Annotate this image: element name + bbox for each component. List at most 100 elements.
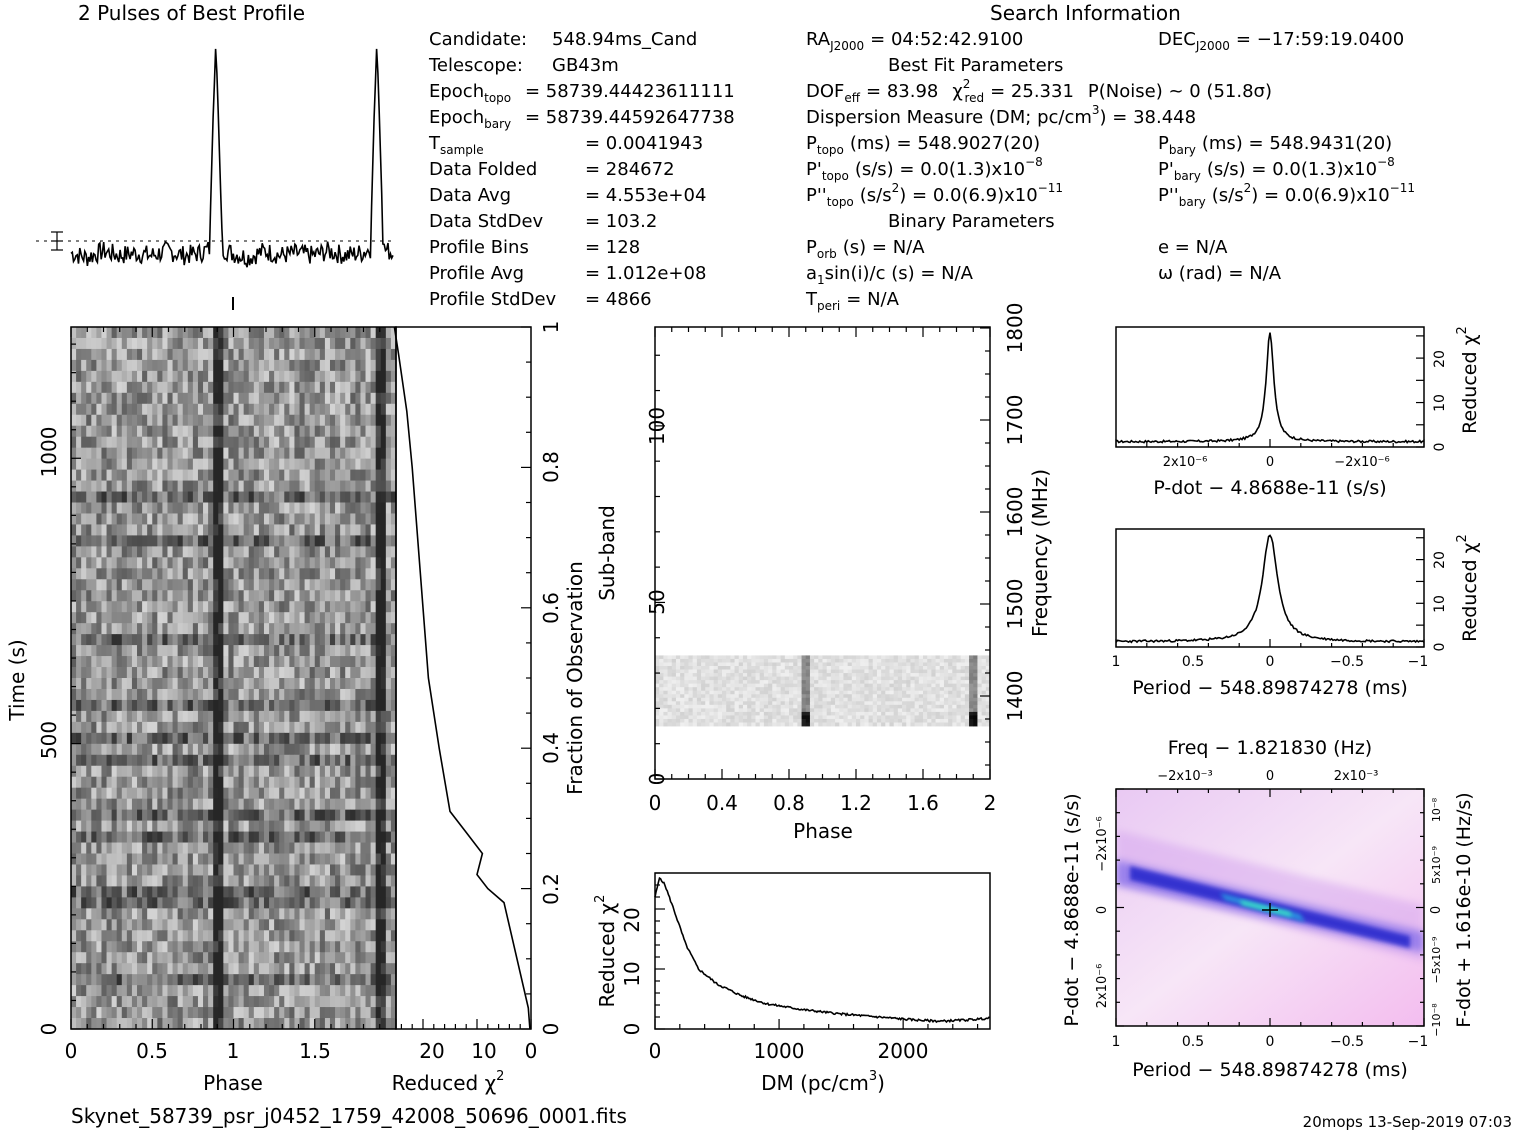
tp-cell <box>233 831 239 843</box>
sb-cell <box>956 658 962 663</box>
tp-cell <box>370 568 377 580</box>
sb-cell <box>768 669 773 674</box>
tp-cell <box>187 809 194 821</box>
tp-cell <box>258 447 265 460</box>
tp-cell <box>81 699 87 712</box>
tp-cell <box>289 327 295 339</box>
tp-cell <box>147 886 153 898</box>
sb-cell <box>688 669 694 674</box>
tp-cell <box>243 688 250 701</box>
tp-cell <box>324 601 331 613</box>
tp-cell <box>304 732 311 745</box>
tp-cell <box>81 732 87 745</box>
tp-cell <box>289 678 295 690</box>
tp-cell <box>131 842 138 854</box>
tp-cell <box>233 787 239 800</box>
tp-cell <box>116 1007 123 1019</box>
tp-cell <box>121 886 128 898</box>
tp-cell <box>309 513 316 525</box>
tp-cell <box>106 1007 113 1019</box>
tp-cell <box>177 579 184 591</box>
sb-cell <box>726 666 731 670</box>
tp-cell <box>238 656 245 668</box>
tp-cell <box>121 623 128 635</box>
tp-cell <box>96 656 102 668</box>
tp-cell <box>121 546 128 558</box>
sb-cell <box>768 655 773 660</box>
info-row: Profile Bins = 128 <box>429 237 640 258</box>
sb-cell <box>722 683 727 688</box>
tp-cell <box>137 480 143 492</box>
tp-cell <box>309 1007 316 1019</box>
tp-cell <box>192 337 199 350</box>
tp-cell <box>228 765 234 778</box>
tp-cell <box>380 425 387 438</box>
tp-cell <box>335 1018 341 1030</box>
sb-cell <box>969 676 974 681</box>
tp-cell <box>177 524 184 536</box>
tp-cell <box>162 754 168 767</box>
tp-cell <box>106 678 113 690</box>
tp-cell <box>147 721 153 734</box>
sb-cell <box>835 666 840 670</box>
tp-cell <box>96 579 102 591</box>
tp-cell <box>279 952 285 964</box>
tp-cell <box>197 623 204 635</box>
tp-cell <box>390 798 397 811</box>
tp-cell <box>319 864 326 876</box>
tp-cell <box>126 535 133 547</box>
tp-cell <box>121 337 128 350</box>
tp-cell <box>279 359 285 372</box>
sb-cell <box>776 673 782 677</box>
tp-cell <box>142 513 148 525</box>
tp-cell <box>177 601 184 613</box>
tp-cell <box>350 480 356 492</box>
tp-cell <box>263 820 270 832</box>
tp-cell <box>152 337 158 350</box>
tp-cell <box>81 985 87 997</box>
tp-cell <box>329 359 336 372</box>
tp-cell <box>228 1007 234 1019</box>
tp-cell <box>269 480 275 492</box>
tp-cell <box>71 1007 77 1019</box>
sb-cell <box>730 676 735 681</box>
tp-cell <box>233 590 239 602</box>
tp-cell <box>238 798 245 811</box>
tp-cell <box>147 732 153 745</box>
tp-cell <box>258 623 265 635</box>
tp-cell <box>192 732 199 745</box>
tp-cell <box>360 996 366 1008</box>
sb-cell <box>671 662 677 667</box>
tp-cell <box>106 403 113 416</box>
tp-cell <box>299 590 305 602</box>
sb-cell <box>969 680 974 685</box>
tp-cell <box>121 974 128 986</box>
tp-cell <box>365 842 372 854</box>
sb-cell <box>918 666 924 670</box>
sb-cell <box>688 683 694 688</box>
tp-cell <box>197 754 204 767</box>
tp-cell <box>101 864 107 876</box>
tp-cell <box>380 612 387 624</box>
tp-cell <box>360 930 366 942</box>
tp-cell <box>279 1018 285 1030</box>
tp-cell <box>223 842 229 854</box>
tp-cell <box>284 699 290 712</box>
tp-cell <box>340 952 346 964</box>
tp-cell <box>86 743 92 756</box>
tp-cell <box>269 634 275 646</box>
sb-cell <box>809 676 815 681</box>
tp-cell <box>304 425 311 438</box>
tp-cell <box>269 502 275 514</box>
tp-cell <box>106 337 113 350</box>
tp-cell <box>76 798 82 811</box>
tp-cell <box>269 513 275 525</box>
sb-cell <box>692 658 698 663</box>
tp-cell <box>365 798 372 811</box>
tp-cell <box>345 403 351 416</box>
tp-cell <box>91 875 97 887</box>
tp-cell <box>304 678 311 690</box>
tp-cell <box>248 699 255 712</box>
tp-cell <box>345 414 351 427</box>
tp-cell <box>147 337 153 350</box>
